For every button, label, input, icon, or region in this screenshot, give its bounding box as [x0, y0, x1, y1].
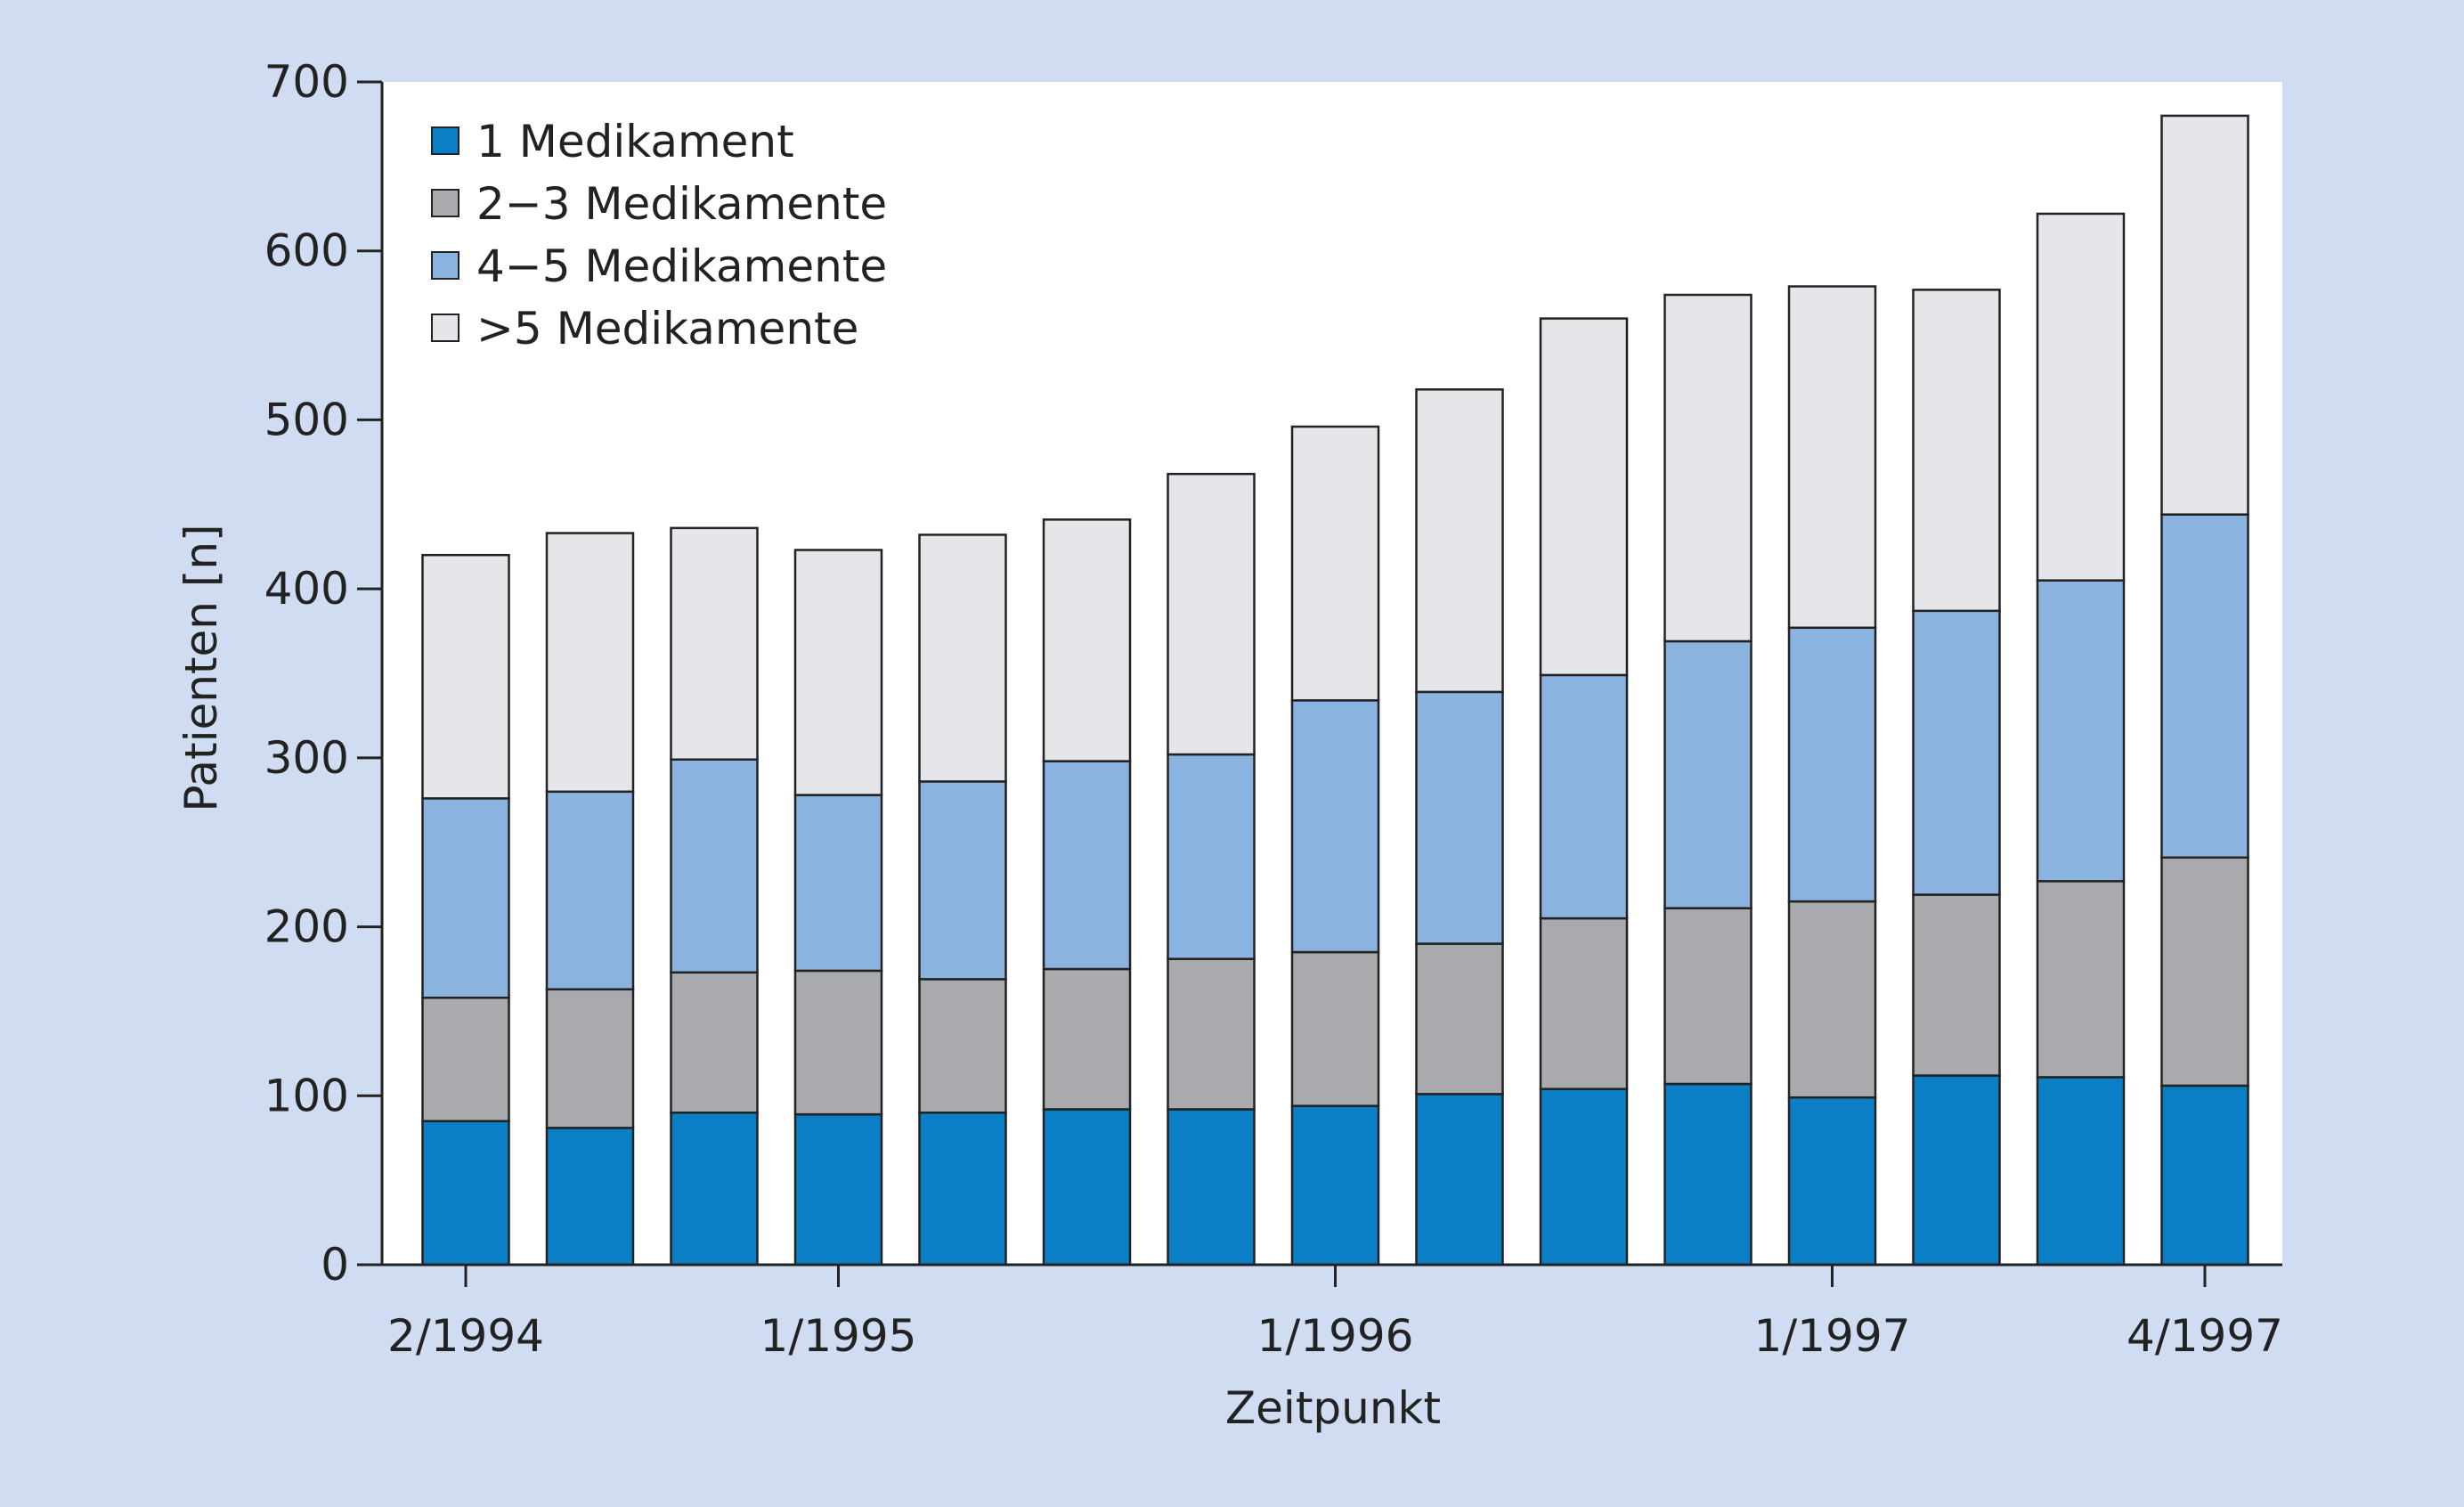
bar-segment-s1-c2 — [670, 971, 759, 1114]
x-tick-label: 1/1997 — [1754, 1310, 1911, 1362]
bar-segment-s0-c1 — [545, 1127, 635, 1267]
bar-segment-s0-c6 — [1167, 1108, 1256, 1267]
bars-group — [421, 114, 2249, 1267]
y-axis-label: Patienten [n] — [175, 524, 227, 811]
y-tick-label: 400 — [264, 563, 349, 615]
bar-segment-s1-c1 — [545, 988, 635, 1129]
bar-segment-s1-c14 — [2160, 856, 2249, 1087]
legend-swatch — [431, 251, 459, 280]
bar-segment-s0-c12 — [1912, 1074, 2001, 1267]
bar-segment-s0-c5 — [1042, 1108, 1132, 1267]
legend-label: 2−3 Medikamente — [476, 178, 887, 230]
x-tick-label: 1/1996 — [1257, 1310, 1414, 1362]
bar-segment-s1-c7 — [1290, 950, 1380, 1107]
bar-segment-s2-c4 — [918, 780, 1007, 981]
bar-segment-s2-c5 — [1042, 760, 1132, 971]
bar-segment-s0-c10 — [1663, 1082, 1752, 1267]
bar-segment-s3-c13 — [2036, 212, 2126, 582]
y-tick-label: 0 — [321, 1239, 349, 1291]
bar-segment-s0-c4 — [918, 1112, 1007, 1267]
bar-segment-s1-c4 — [918, 978, 1007, 1114]
bar-segment-s1-c5 — [1042, 967, 1132, 1111]
legend-label: >5 Medikamente — [476, 303, 858, 354]
bar-segment-s3-c14 — [2160, 114, 2249, 516]
bar-segment-s2-c7 — [1290, 699, 1380, 954]
bar-segment-s2-c13 — [2036, 579, 2126, 883]
bar-segment-s2-c9 — [1539, 673, 1629, 920]
bar-segment-s0-c9 — [1539, 1087, 1629, 1267]
x-axis-label: Zeitpunkt — [1225, 1382, 1441, 1434]
bar-segment-s2-c0 — [421, 797, 510, 999]
bar-segment-s1-c3 — [793, 969, 883, 1116]
bar-segment-s1-c9 — [1539, 916, 1629, 1090]
bar-segment-s0-c0 — [421, 1120, 510, 1267]
bar-segment-s2-c11 — [1787, 626, 1877, 903]
bar-segment-s1-c11 — [1787, 900, 1877, 1099]
bar-segment-s2-c2 — [670, 758, 759, 974]
bar-segment-s1-c12 — [1912, 893, 2001, 1077]
bar-segment-s0-c13 — [2036, 1076, 2126, 1267]
x-ticks-group: 2/1994 1/1995 1/1996 1/1997 4/1997 — [387, 1265, 2283, 1362]
y-tick-label: 600 — [264, 225, 349, 277]
bar-segment-s2-c14 — [2160, 513, 2249, 859]
y-ticks-group: 0 100 200 300 400 500 600 700 — [264, 56, 382, 1291]
bar-segment-s3-c8 — [1415, 388, 1504, 694]
bar-segment-s2-c8 — [1415, 690, 1504, 945]
bar-segment-s3-c7 — [1290, 425, 1380, 702]
bar-segment-s0-c7 — [1290, 1104, 1380, 1267]
bar-segment-s0-c14 — [2160, 1084, 2249, 1267]
legend-swatch — [431, 314, 459, 342]
bar-segment-s1-c10 — [1663, 907, 1752, 1086]
y-tick-label: 500 — [264, 394, 349, 445]
bar-segment-s0-c11 — [1787, 1096, 1877, 1267]
bar-segment-s3-c9 — [1539, 317, 1629, 677]
y-tick-label: 300 — [264, 732, 349, 784]
bar-segment-s1-c13 — [2036, 880, 2126, 1079]
legend-label: 4−5 Medikamente — [476, 240, 887, 292]
legend-swatch — [431, 126, 459, 155]
bar-segment-s2-c10 — [1663, 639, 1752, 909]
bar-segment-s3-c5 — [1042, 518, 1132, 762]
bar-segment-s3-c4 — [918, 534, 1007, 783]
bar-segment-s1-c6 — [1167, 957, 1256, 1111]
bar-segment-s3-c6 — [1167, 472, 1256, 756]
bar-segment-s3-c12 — [1912, 289, 2001, 613]
bar-segment-s1-c8 — [1415, 942, 1504, 1096]
y-tick-label: 200 — [264, 901, 349, 953]
bar-segment-s3-c11 — [1787, 285, 1877, 630]
bar-segment-s3-c0 — [421, 553, 510, 800]
bar-segment-s2-c6 — [1167, 753, 1256, 960]
x-tick-label: 2/1994 — [387, 1310, 544, 1362]
bar-segment-s3-c10 — [1663, 293, 1752, 643]
bar-segment-s1-c0 — [421, 997, 510, 1122]
bar-segment-s3-c2 — [670, 526, 759, 762]
bar-segment-s0-c2 — [670, 1112, 759, 1267]
y-tick-label: 700 — [264, 56, 349, 108]
bar-segment-s3-c1 — [545, 532, 635, 794]
bar-segment-s2-c1 — [545, 790, 635, 991]
bar-segment-s3-c3 — [793, 549, 883, 796]
x-tick-label: 1/1995 — [760, 1310, 917, 1362]
bar-segment-s0-c8 — [1415, 1093, 1504, 1267]
x-tick-label: 4/1997 — [2127, 1310, 2283, 1362]
bar-segment-s0-c3 — [793, 1112, 883, 1267]
bar-segment-s2-c3 — [793, 794, 883, 973]
legend: 1 Medikament 2−3 Medikamente 4−5 Medikamen… — [431, 116, 887, 354]
legend-label: 1 Medikament — [476, 116, 794, 167]
y-tick-label: 100 — [264, 1070, 349, 1121]
bar-segment-s2-c12 — [1912, 609, 2001, 896]
legend-swatch — [431, 189, 459, 217]
